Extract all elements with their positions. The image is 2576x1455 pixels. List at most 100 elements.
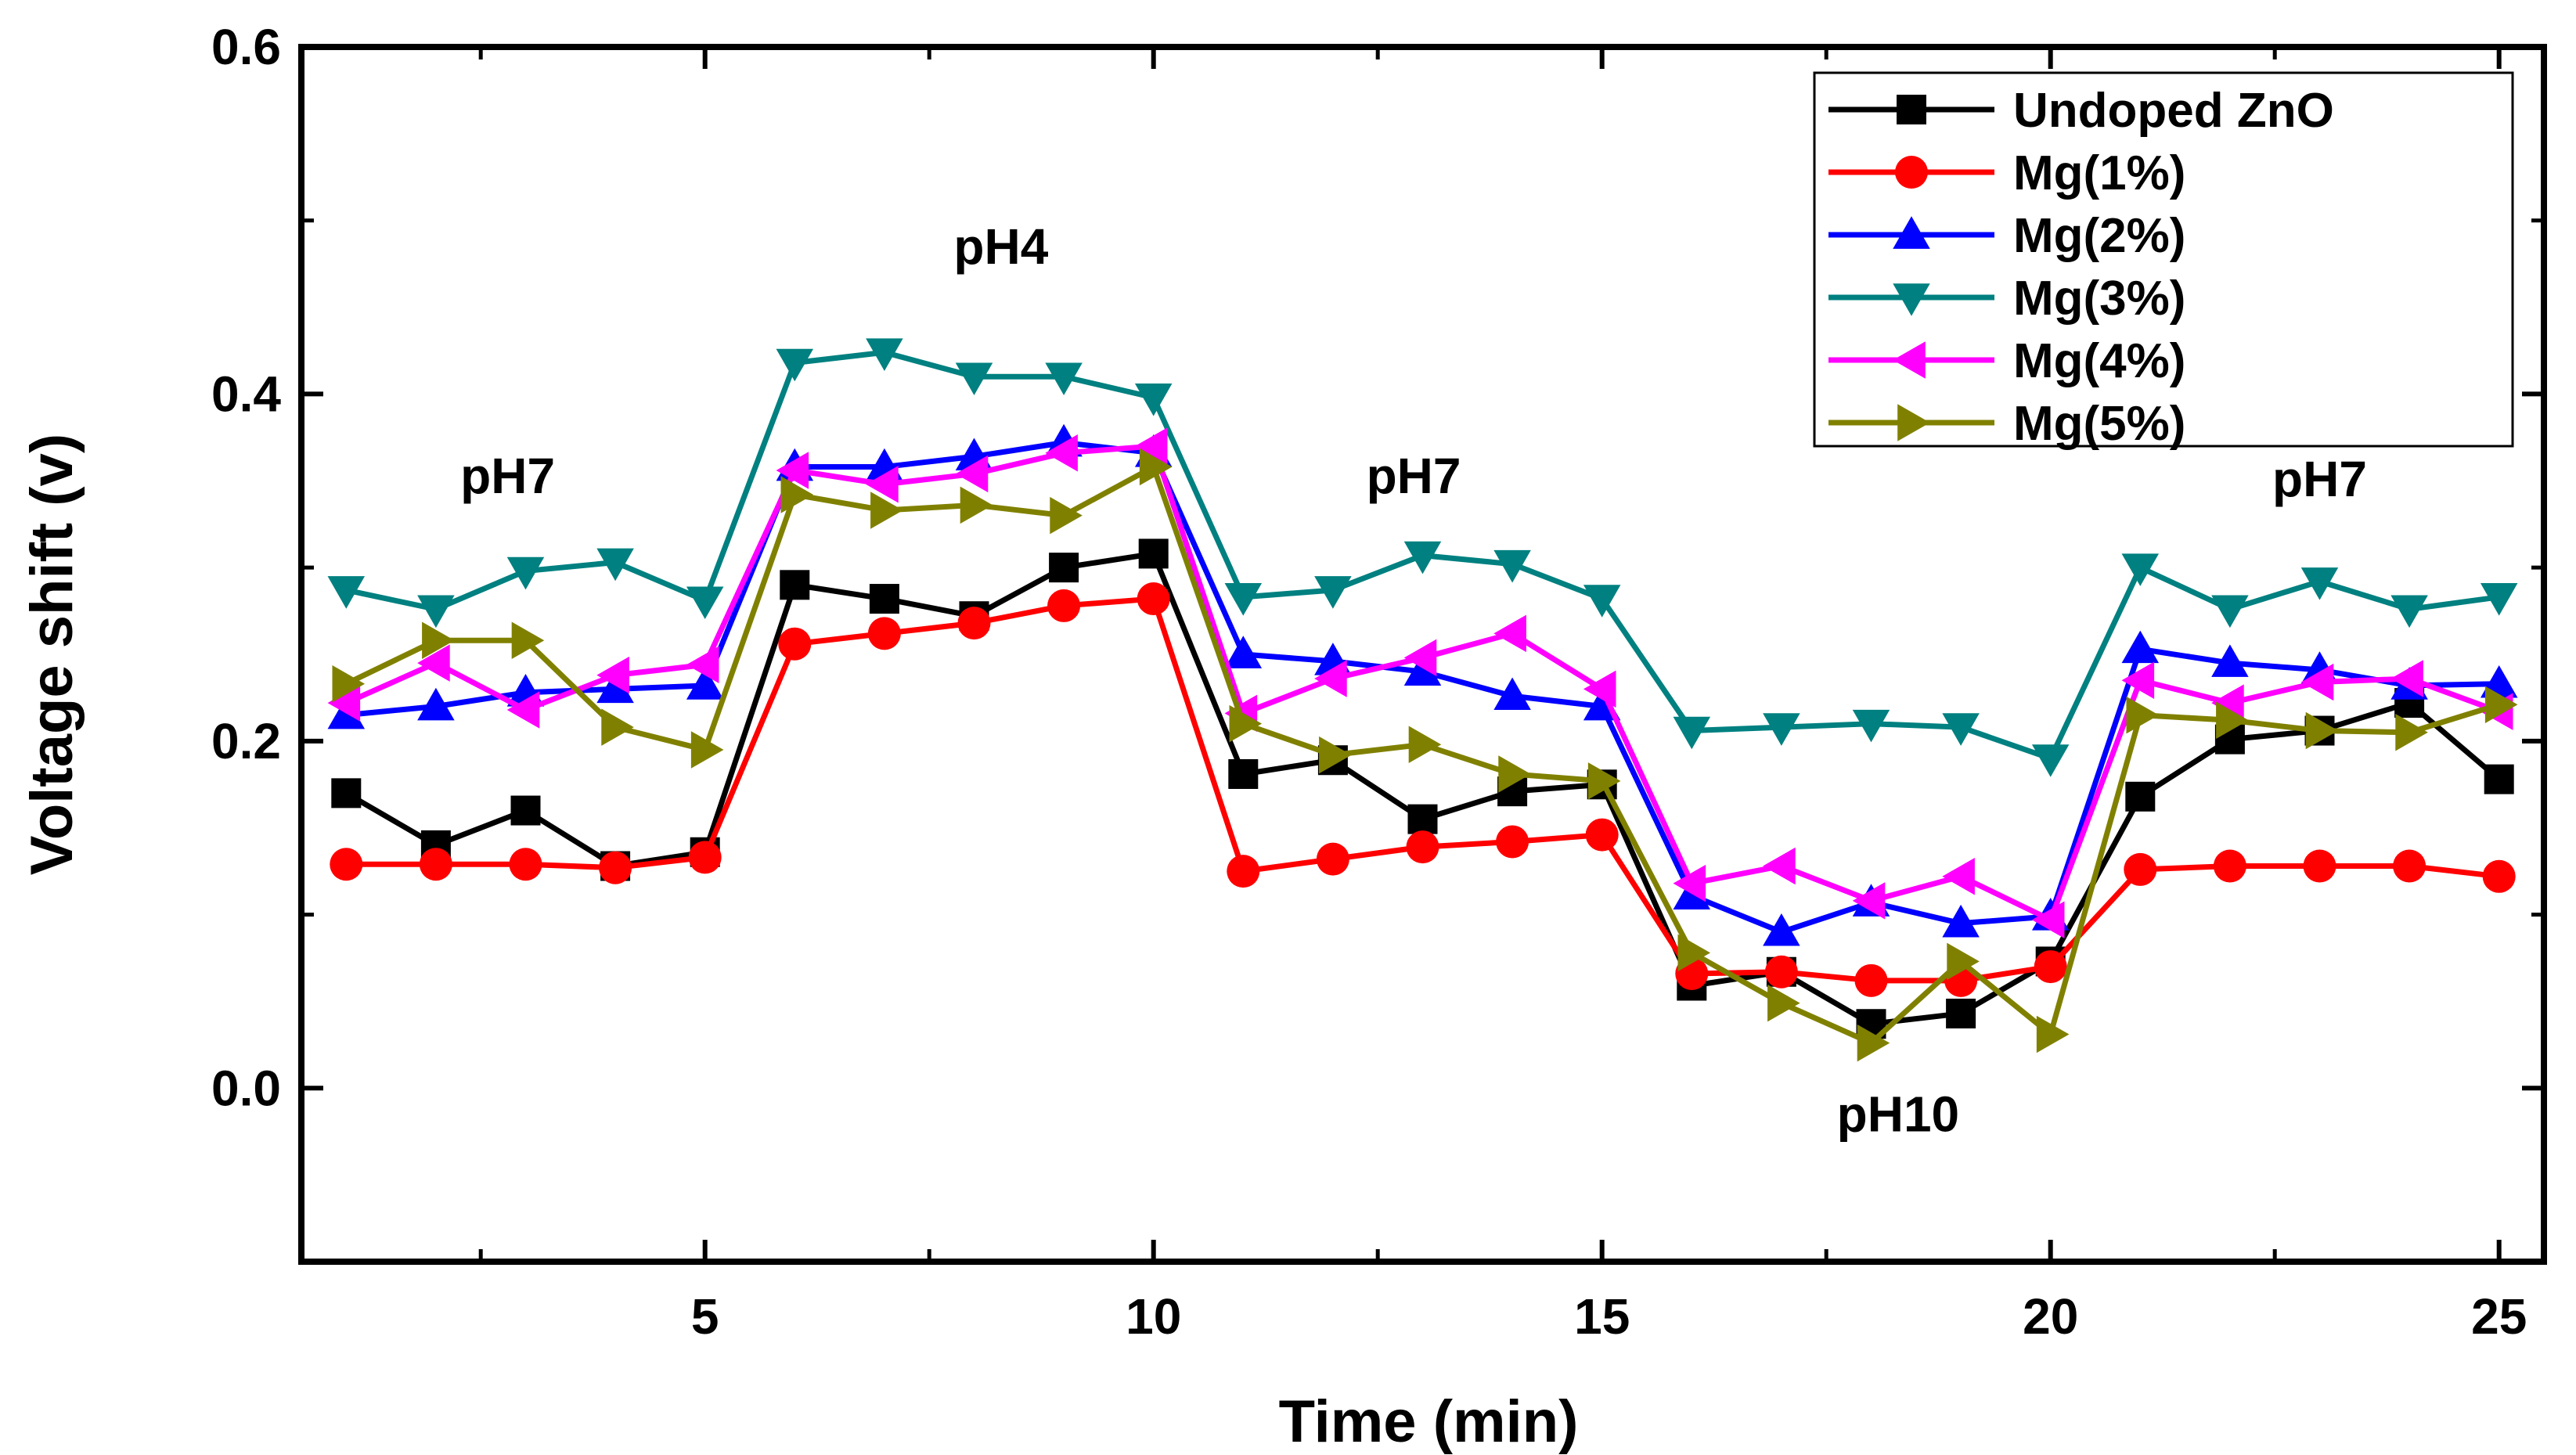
data-point-mg-2 <box>2121 630 2160 664</box>
data-point-mg-5 <box>422 621 455 660</box>
data-point-mg-4 <box>776 452 809 489</box>
legend-label: Mg(4%) <box>2013 334 2185 388</box>
y-tick-label: 0.6 <box>211 19 281 75</box>
y-tick-label: 0.4 <box>211 366 281 422</box>
data-point-mg-1 <box>2213 849 2246 883</box>
data-point-mg-3 <box>2480 583 2518 616</box>
series-layer <box>327 338 2518 1062</box>
series-mg-3 <box>327 338 2518 777</box>
y-tick-label: 0.0 <box>211 1060 281 1116</box>
data-point-mg-5 <box>2305 711 2339 750</box>
data-point-mg-3 <box>327 576 366 609</box>
legend-box <box>1813 71 2514 448</box>
data-point-mg-3 <box>417 595 455 628</box>
data-point-mg-4 <box>1493 614 1526 653</box>
legend-label: Mg(1%) <box>2013 146 2185 200</box>
data-point-mg-3 <box>1583 585 1621 618</box>
data-point-mg-4 <box>1403 639 1437 677</box>
annotation-label: pH7 <box>1367 448 1461 504</box>
data-point-mg-1 <box>1406 830 1439 864</box>
data-point-mg-3 <box>2300 567 2339 600</box>
data-point-mg-2 <box>1763 913 1800 946</box>
data-point-mg-5 <box>511 621 545 660</box>
data-point-undoped-zno <box>2125 781 2156 812</box>
data-point-mg-2 <box>1942 904 1980 938</box>
data-point-mg-3 <box>686 586 724 620</box>
data-point-mg-1 <box>330 848 363 881</box>
y-tick-label: 0.2 <box>211 713 281 769</box>
data-point-mg-4 <box>2390 660 2423 697</box>
data-point-mg-1 <box>2124 852 2157 886</box>
data-point-mg-1 <box>688 841 722 874</box>
annotation-label: pH7 <box>2272 451 2367 507</box>
data-point-mg-1 <box>1585 818 1619 852</box>
data-point-mg-5 <box>1498 755 1531 793</box>
data-point-undoped-zno <box>331 778 362 809</box>
data-point-mg-1 <box>1764 955 1798 989</box>
data-point-mg-3 <box>866 338 903 371</box>
data-point-mg-1 <box>1316 842 1349 876</box>
x-tick-label: 10 <box>1126 1288 1181 1345</box>
legend-label: Undoped ZnO <box>2013 84 2334 138</box>
legend-label: Mg(3%) <box>2013 272 2185 326</box>
data-point-mg-5 <box>1857 1024 1890 1062</box>
annotation-label: pH10 <box>1837 1086 1960 1143</box>
data-point-mg-5 <box>2216 701 2249 740</box>
legend-item-mg-4: Mg(4%) <box>1828 334 2185 388</box>
annotation-label: pH7 <box>460 448 555 504</box>
data-point-mg-1 <box>1854 963 1888 997</box>
legend-label: Mg(2%) <box>2013 209 2185 263</box>
data-point-mg-3 <box>776 348 814 382</box>
data-point-undoped-zno <box>1228 758 1259 789</box>
legend-marker <box>1895 156 1928 189</box>
data-point-mg-4 <box>327 684 361 722</box>
data-point-mg-1 <box>419 848 452 881</box>
data-point-mg-5 <box>1050 496 1083 535</box>
data-point-mg-5 <box>1587 762 1621 800</box>
data-point-mg-3 <box>955 362 993 396</box>
data-point-mg-5 <box>1767 984 1800 1022</box>
legend-item-mg-1: Mg(1%) <box>1828 146 2185 200</box>
data-point-mg-4 <box>1583 670 1616 708</box>
data-point-undoped-zno <box>780 570 810 600</box>
data-point-mg-4 <box>1045 434 1078 472</box>
data-point-mg-2 <box>1224 636 1263 668</box>
data-point-mg-4 <box>1314 660 1347 697</box>
data-point-mg-4 <box>417 644 450 682</box>
data-point-mg-3 <box>1763 713 1800 746</box>
data-point-undoped-zno <box>1049 553 1079 583</box>
data-point-mg-3 <box>2031 744 2070 777</box>
data-point-mg-4 <box>1942 858 1975 895</box>
data-point-mg-5 <box>2484 686 2518 724</box>
data-point-undoped-zno <box>510 795 541 826</box>
x-axis-title: Time (min) <box>1279 1388 1579 1455</box>
data-point-mg-3 <box>1314 576 1352 609</box>
x-tick-label: 15 <box>1574 1288 1630 1345</box>
data-point-mg-5 <box>2126 696 2160 734</box>
legend-marker <box>1893 341 1926 379</box>
data-point-mg-2 <box>1493 677 1531 711</box>
data-point-mg-4 <box>506 691 540 729</box>
x-tick-label: 5 <box>691 1288 719 1345</box>
legend-marker <box>1893 283 1930 316</box>
data-point-mg-4 <box>866 465 899 503</box>
data-point-mg-5 <box>2036 1015 2070 1053</box>
annotation-layer: pH7 pH4 pH7 pH7 pH10 <box>460 218 2367 1143</box>
annotation-label: pH4 <box>953 218 1048 275</box>
data-point-mg-5 <box>1408 726 1442 764</box>
data-point-mg-2 <box>1403 653 1442 686</box>
legend-label: Mg(5%) <box>2013 397 2185 451</box>
data-point-mg-1 <box>1496 825 1529 859</box>
data-point-mg-1 <box>1227 855 1260 888</box>
data-point-mg-1 <box>1137 582 1170 616</box>
data-point-mg-5 <box>1319 736 1352 774</box>
data-point-mg-5 <box>332 664 366 703</box>
data-point-mg-1 <box>957 607 991 640</box>
data-point-mg-1 <box>778 627 812 661</box>
data-point-mg-3 <box>1852 709 1890 743</box>
series-mg-5 <box>332 448 2518 1062</box>
data-point-mg-4 <box>2121 661 2155 700</box>
data-point-mg-5 <box>1139 448 1173 486</box>
data-point-undoped-zno <box>1407 804 1438 834</box>
